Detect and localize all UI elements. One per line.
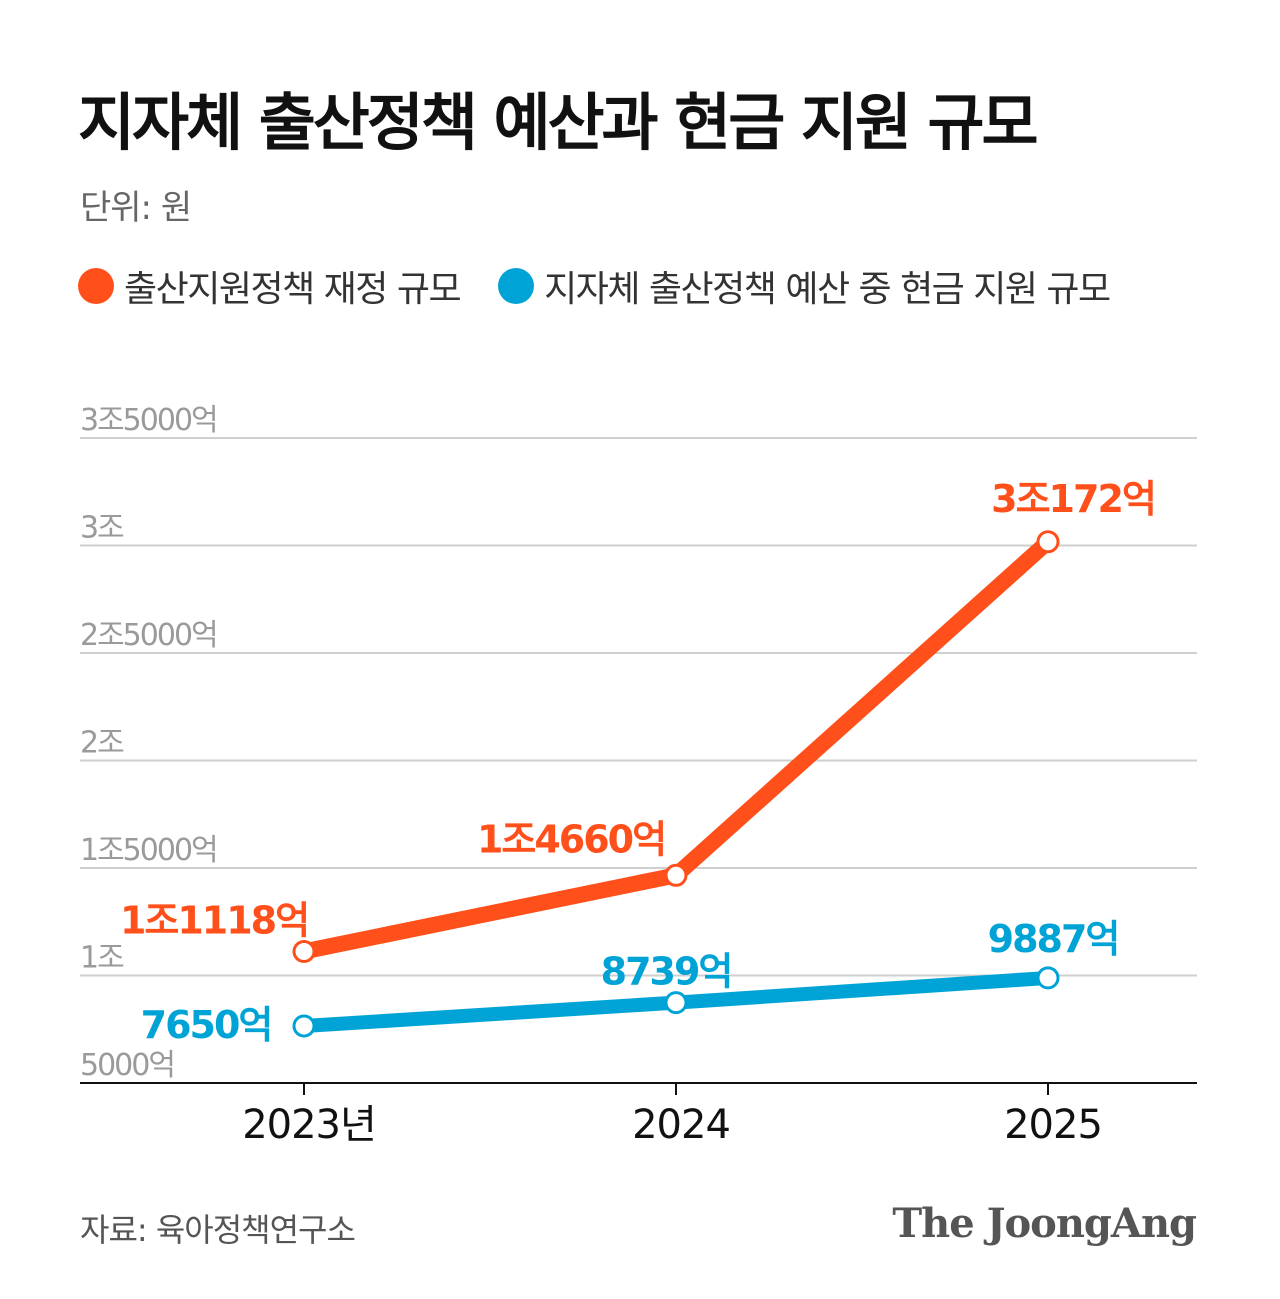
series-line bbox=[302, 535, 1054, 960]
data-point bbox=[664, 991, 688, 1015]
unit-label: 단위: 원 bbox=[80, 188, 192, 228]
legend-dot-blue bbox=[498, 268, 535, 304]
y-tick-label: 5000억 bbox=[80, 1048, 174, 1083]
data-label: 3조172억 bbox=[991, 477, 1155, 521]
legend-label: 지자체 출산정책 예산 중 현금 지원 규모 bbox=[544, 269, 1111, 310]
y-tick-label: 1조 bbox=[80, 941, 124, 976]
data-point bbox=[1036, 966, 1060, 990]
y-tick-label: 2조 bbox=[80, 726, 124, 761]
data-label: 1조4660억 bbox=[477, 817, 665, 861]
source-note: 자료: 육아정책연구소 bbox=[80, 1211, 356, 1249]
legend-label: 출산지원정책 재정 규모 bbox=[124, 269, 462, 310]
data-label: 8739억 bbox=[601, 950, 732, 994]
data-label: 1조1118억 bbox=[120, 898, 308, 942]
y-tick-label: 3조 bbox=[80, 511, 124, 546]
data-label: 7650억 bbox=[141, 1003, 272, 1047]
legend-item-orange: 출산지원정책 재정 규모 bbox=[78, 260, 462, 312]
y-tick-label: 1조5000억 bbox=[80, 833, 217, 868]
data-point bbox=[1036, 530, 1060, 554]
chart-title: 지자체 출산정책 예산과 현금 지원 규모 bbox=[78, 86, 1039, 159]
x-tick-label: 2023년 bbox=[242, 1102, 376, 1148]
legend: 출산지원정책 재정 규모 지자체 출산정책 예산 중 현금 지원 규모 bbox=[78, 260, 1111, 312]
y-tick-label: 3조5000억 bbox=[80, 403, 217, 438]
x-tick-label: 2024 bbox=[632, 1102, 730, 1148]
logo: The JoongAng bbox=[892, 1200, 1197, 1247]
data-point bbox=[292, 1014, 316, 1038]
data-point bbox=[664, 863, 688, 887]
y-tick-label: 2조5000억 bbox=[80, 618, 217, 653]
x-tick-label: 2025 bbox=[1004, 1102, 1102, 1148]
legend-item-blue: 지자체 출산정책 예산 중 현금 지원 규모 bbox=[498, 260, 1111, 312]
legend-dot-orange bbox=[78, 268, 114, 304]
data-point bbox=[292, 939, 316, 963]
data-label: 9887억 bbox=[988, 917, 1119, 961]
